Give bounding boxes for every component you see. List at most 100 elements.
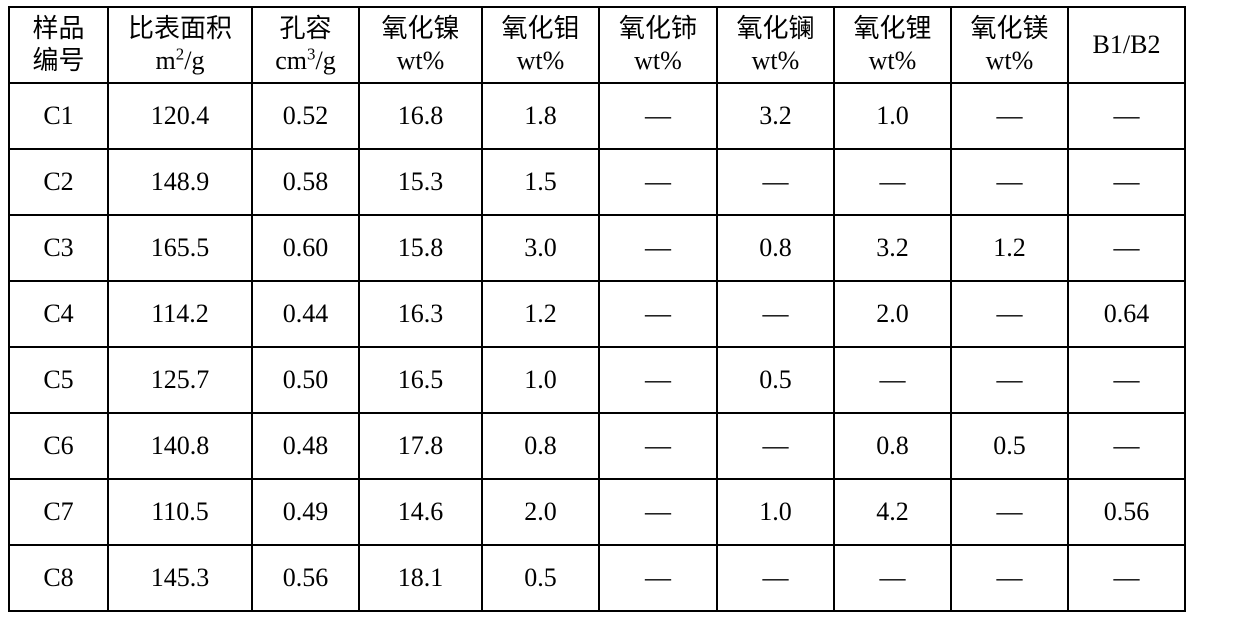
table-cell: 14.6 (359, 479, 482, 545)
col-header-line2: wt% (986, 45, 1034, 78)
col-header-line1: 氧化钼 (501, 13, 579, 46)
table-cell: — (599, 413, 717, 479)
col-header-line2: wt% (752, 45, 800, 78)
table-row: C3165.50.6015.83.0—0.83.21.2— (9, 215, 1185, 281)
table-cell: 4.2 (834, 479, 951, 545)
table-cell: — (599, 545, 717, 611)
table-cell: 16.8 (359, 83, 482, 149)
table-cell: — (834, 149, 951, 215)
table-cell: 145.3 (108, 545, 252, 611)
table-cell: — (951, 281, 1068, 347)
table-cell: 0.56 (1068, 479, 1185, 545)
table-cell: — (1068, 149, 1185, 215)
col-header-line1: 氧化镁 (970, 13, 1048, 46)
table-cell: 1.0 (482, 347, 599, 413)
table-cell: C5 (9, 347, 108, 413)
table-cell: C7 (9, 479, 108, 545)
table-cell: — (1068, 545, 1185, 611)
table-cell: 0.56 (252, 545, 359, 611)
table-cell: — (1068, 413, 1185, 479)
table-cell: — (599, 479, 717, 545)
table-cell: 1.2 (951, 215, 1068, 281)
table-row: C2148.90.5815.31.5————— (9, 149, 1185, 215)
table-cell: — (834, 347, 951, 413)
table-cell: — (599, 347, 717, 413)
col-header-line1: 氧化镧 (736, 13, 814, 46)
table-cell: 15.8 (359, 215, 482, 281)
table-cell: 120.4 (108, 83, 252, 149)
table-cell: — (951, 545, 1068, 611)
col-header-line1: 氧化镍 (381, 13, 459, 46)
table-cell: 0.8 (834, 413, 951, 479)
table-cell: 0.58 (252, 149, 359, 215)
col-header-line2: wt% (634, 45, 682, 78)
table-cell: — (599, 215, 717, 281)
table-cell: 3.2 (717, 83, 834, 149)
table-header-row: 样品编号比表面积m2/g孔容cm3/g氧化镍wt%氧化钼wt%氧化铈wt%氧化镧… (9, 7, 1185, 83)
table-cell: 148.9 (108, 149, 252, 215)
table-cell: 1.2 (482, 281, 599, 347)
col-header-line2: m2/g (156, 45, 205, 78)
table-cell: 2.0 (834, 281, 951, 347)
col-header-1: 比表面积m2/g (108, 7, 252, 83)
col-header-line1: 比表面积 (128, 13, 232, 46)
table-cell: C1 (9, 83, 108, 149)
table-cell: 125.7 (108, 347, 252, 413)
table-cell: 0.60 (252, 215, 359, 281)
table-cell: 110.5 (108, 479, 252, 545)
table-cell: 1.5 (482, 149, 599, 215)
col-header-line1: 孔容 (279, 13, 331, 46)
table-cell: — (951, 479, 1068, 545)
table-row: C5125.70.5016.51.0—0.5——— (9, 347, 1185, 413)
table-cell: C2 (9, 149, 108, 215)
table-cell: — (599, 281, 717, 347)
table-cell: 2.0 (482, 479, 599, 545)
col-header-2: 孔容cm3/g (252, 7, 359, 83)
col-header-label: B1/B2 (1093, 29, 1161, 62)
table-cell: 0.44 (252, 281, 359, 347)
table-cell: — (717, 413, 834, 479)
table-cell: 0.5 (717, 347, 834, 413)
col-header-line2: wt% (869, 45, 917, 78)
table-cell: 15.3 (359, 149, 482, 215)
col-header-line2: cm3/g (275, 45, 335, 78)
col-header-0: 样品编号 (9, 7, 108, 83)
table-cell: C8 (9, 545, 108, 611)
table-cell: 3.0 (482, 215, 599, 281)
table-cell: — (717, 149, 834, 215)
table-cell: — (951, 149, 1068, 215)
table-cell: — (834, 545, 951, 611)
table-cell: 1.0 (717, 479, 834, 545)
table-cell: 0.64 (1068, 281, 1185, 347)
col-header-5: 氧化铈wt% (599, 7, 717, 83)
col-header-line2: wt% (517, 45, 565, 78)
table-cell: 3.2 (834, 215, 951, 281)
table-cell: 165.5 (108, 215, 252, 281)
table-cell: 16.3 (359, 281, 482, 347)
table-cell: C3 (9, 215, 108, 281)
table-cell: C6 (9, 413, 108, 479)
table-cell: — (1068, 347, 1185, 413)
table-cell: — (951, 347, 1068, 413)
table-cell: 0.50 (252, 347, 359, 413)
table-cell: 0.5 (951, 413, 1068, 479)
sample-properties-table: 样品编号比表面积m2/g孔容cm3/g氧化镍wt%氧化钼wt%氧化铈wt%氧化镧… (8, 6, 1186, 612)
col-header-8: 氧化镁wt% (951, 7, 1068, 83)
col-header-line1: 样品 (32, 13, 84, 46)
table-row: C4114.20.4416.31.2——2.0—0.64 (9, 281, 1185, 347)
table-cell: — (717, 545, 834, 611)
table-cell: — (951, 83, 1068, 149)
table-cell: — (717, 281, 834, 347)
table-cell: — (599, 149, 717, 215)
table-row: C7110.50.4914.62.0—1.04.2—0.56 (9, 479, 1185, 545)
table-cell: 114.2 (108, 281, 252, 347)
table-cell: 16.5 (359, 347, 482, 413)
col-header-9: B1/B2 (1068, 7, 1185, 83)
table-cell: 0.5 (482, 545, 599, 611)
table-cell: 0.52 (252, 83, 359, 149)
col-header-line2: wt% (397, 45, 445, 78)
table-cell: 1.0 (834, 83, 951, 149)
col-header-3: 氧化镍wt% (359, 7, 482, 83)
table-cell: 18.1 (359, 545, 482, 611)
col-header-line2: 编号 (32, 45, 84, 78)
